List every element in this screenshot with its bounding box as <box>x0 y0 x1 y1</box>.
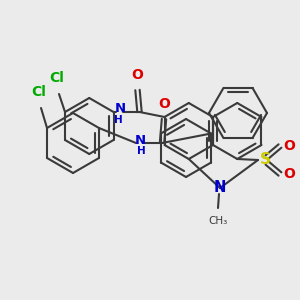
Text: Cl: Cl <box>50 71 64 85</box>
Text: O: O <box>283 167 295 181</box>
Text: H: H <box>114 115 123 125</box>
Text: S: S <box>260 152 271 167</box>
Text: N: N <box>214 181 226 196</box>
Text: O: O <box>283 139 295 153</box>
Text: O: O <box>158 97 170 111</box>
Text: O: O <box>132 68 143 82</box>
Text: CH₃: CH₃ <box>208 216 228 226</box>
Text: N: N <box>115 103 126 116</box>
Text: H: H <box>136 146 146 156</box>
Text: Cl: Cl <box>32 85 46 99</box>
Text: N: N <box>134 134 146 148</box>
